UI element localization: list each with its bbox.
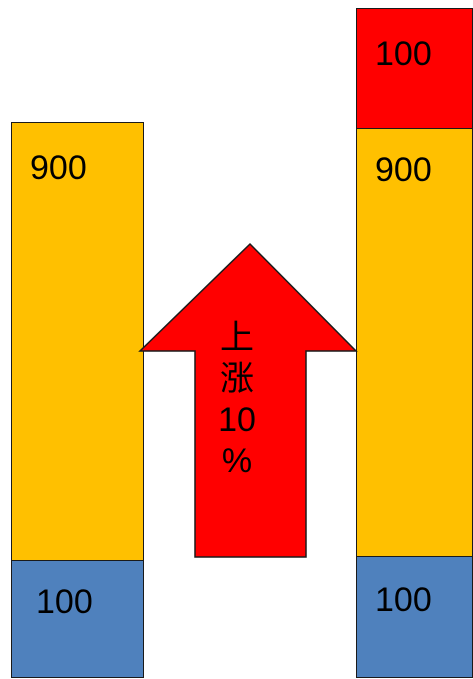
- before-upper-block: 900: [11, 122, 144, 562]
- after-lower-label: 100: [375, 581, 432, 619]
- arrow-label-line4: %: [221, 442, 253, 480]
- arrow-label: 上 涨 10 %: [196, 318, 278, 482]
- before-lower-block: 100: [11, 560, 144, 678]
- after-upper-block: 900: [356, 128, 473, 558]
- before-upper-label: 900: [30, 149, 87, 187]
- arrow-label-line1: 上: [220, 318, 254, 358]
- arrow-label-line2: 涨: [220, 359, 254, 399]
- after-upper-label: 900: [375, 151, 432, 189]
- after-added-label: 100: [375, 35, 432, 73]
- after-added-block: 100: [356, 8, 473, 130]
- before-lower-label: 100: [36, 583, 93, 621]
- after-lower-block: 100: [356, 556, 473, 678]
- arrow-label-line3: 10: [218, 401, 256, 439]
